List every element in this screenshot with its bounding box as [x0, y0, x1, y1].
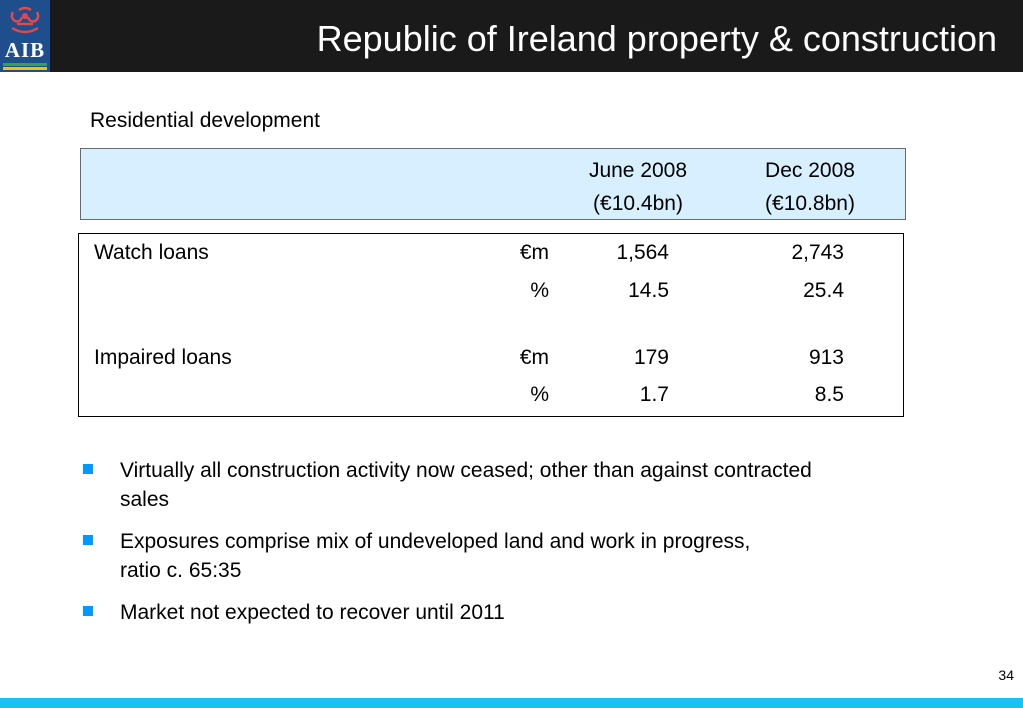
value-june-2008: 1,564 — [616, 241, 669, 264]
value-june-2008: 14.5 — [628, 279, 669, 302]
list-item: Market not expected to recover until 201… — [80, 598, 920, 627]
bullet-list: Virtually all construction activity now … — [80, 456, 920, 640]
bullet-line: Market not expected to recover until 201… — [120, 601, 505, 624]
row-label: Impaired loans — [94, 346, 232, 369]
bullet-line: Exposures comprise mix of undeveloped la… — [120, 530, 751, 553]
row-label: Watch loans — [94, 241, 209, 264]
row-unit: % — [530, 279, 549, 302]
value-dec-2008: 8.5 — [814, 383, 844, 406]
square-bullet-icon — [83, 535, 93, 545]
value-june-2008: 179 — [633, 346, 669, 369]
col-header-period-1: June 2008 — [588, 159, 688, 182]
square-bullet-icon — [83, 606, 93, 616]
footer-bar — [0, 698, 1023, 708]
value-dec-2008: 25.4 — [803, 279, 844, 302]
list-item: Exposures comprise mix of undeveloped la… — [80, 527, 920, 585]
col-header-total-1: (€10.4bn) — [593, 192, 683, 215]
bullet-line: ratio c. 65:35 — [120, 559, 242, 582]
list-item: Virtually all construction activity now … — [80, 456, 920, 514]
bullet-line: Virtually all construction activity now … — [120, 459, 812, 482]
page-title: Republic of Ireland property & construct… — [316, 18, 997, 59]
value-dec-2008: 2,743 — [791, 241, 844, 264]
row-unit: €m — [519, 346, 549, 369]
col-header-period-2: Dec 2008 — [765, 159, 855, 182]
logo-text: AIB — [4, 38, 46, 62]
bullet-line: sales — [120, 488, 170, 511]
col-header-total-2: (€10.8bn) — [765, 192, 855, 215]
logo-stripe-green — [3, 63, 47, 66]
data-table: Watch loans €m 1,564 2,743 % 14.5 25.4 I… — [78, 233, 904, 417]
row-unit: % — [530, 383, 549, 406]
ark-emblem-icon — [10, 6, 40, 34]
square-bullet-icon — [83, 464, 93, 474]
section-label: Residential development — [90, 109, 320, 132]
page-number: 34 — [998, 667, 1014, 683]
table-header: June 2008 (€10.4bn) Dec 2008 (€10.8bn) — [80, 148, 906, 220]
value-dec-2008: 913 — [808, 346, 844, 369]
value-june-2008: 1.7 — [639, 383, 669, 406]
header-bar: AIB Republic of Ireland property & const… — [0, 0, 1023, 72]
logo-stripe-yellow — [3, 67, 47, 70]
row-unit: €m — [519, 241, 549, 264]
aib-logo: AIB — [0, 0, 50, 72]
